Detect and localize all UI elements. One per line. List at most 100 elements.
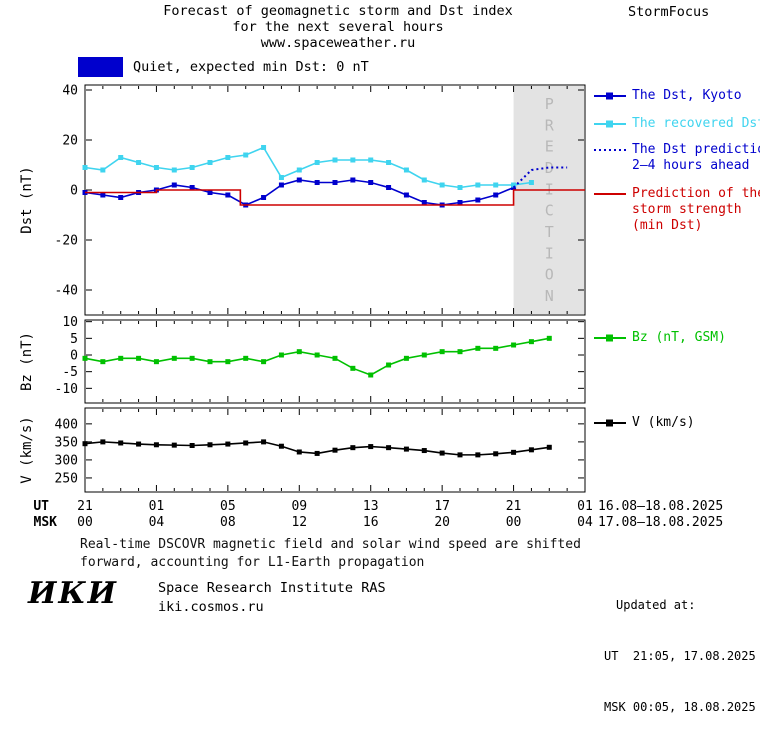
marker-dst-kyoto [332,180,338,185]
status-color-swatch [78,57,123,77]
ut-tick-label: 01 [149,499,165,514]
marker-recovered-dst [136,160,142,165]
prediction-region-label: I [545,244,554,262]
site-url: www.spaceweather.ru [260,35,416,51]
status-label: Quiet, expected min Dst: 0 nT [133,59,369,75]
marker-bz-gsm [243,355,249,361]
ut-tick-label: 21 [77,499,93,514]
legend-label: The recovered Dst [632,116,760,131]
marker-bz-gsm [403,355,409,361]
legend-marker-v-speed [594,419,626,427]
marker-recovered-dst [153,165,159,170]
marker-dst-kyoto [475,197,481,203]
marker-recovered-dst [350,157,356,163]
brand-stormfocus: StormFocus [628,4,710,20]
marker-v-speed [457,452,463,458]
title-line-1: Forecast of geomagnetic storm and Dst in… [163,3,513,19]
marker-v-speed [278,443,284,449]
marker-recovered-dst [403,167,409,173]
prediction-region-label: C [545,202,554,220]
marker-v-speed [386,445,392,451]
msk-tick-label: 12 [291,515,307,530]
prediction-region-label: T [545,223,554,241]
marker-bz-gsm [100,359,106,365]
marker-recovered-dst [82,165,88,170]
marker-dst-kyoto [350,177,356,183]
marker-bz-gsm [386,362,392,368]
marker-v-speed [332,447,338,453]
v-axis-title: V (km/s) [19,416,35,483]
marker-bz-gsm [261,359,267,365]
msk-tick-label: 00 [77,515,93,530]
marker-bz-gsm [475,345,481,351]
msk-tick-label: 04 [149,515,165,530]
msk-tick-label: 20 [434,515,450,530]
marker-dst-kyoto [368,180,374,185]
marker-bz-gsm [225,359,231,365]
legend-label: The Dst prediction [632,142,760,157]
v-ytick-label: 300 [55,453,78,468]
dst-ytick-label: -20 [55,234,78,249]
bz-ytick-label: -5 [62,365,78,380]
bz-ytick-label: -10 [55,382,78,397]
msk-row-label: MSK [34,515,58,530]
marker-v-speed [528,447,534,453]
marker-bz-gsm [207,359,213,365]
legend-item-v-speed: V (km/s) [593,415,695,431]
marker-bz-gsm [296,349,302,355]
ut-tick-label: 21 [506,499,522,514]
updated-msk: MSK 00:05, 18.08.2025 [604,700,756,714]
footer-note-line1: Real-time DSCOVR magnetic field and sola… [80,537,581,552]
prediction-region-label: R [545,116,555,134]
dst-ytick-label: 40 [62,84,78,99]
marker-v-speed [493,451,499,457]
marker-v-speed [243,440,249,446]
storm-status-legend: Quiet, expected min Dst: 0 nT [78,57,369,77]
marker-v-speed [189,442,195,448]
marker-v-speed [350,445,356,451]
marker-v-speed [439,450,445,456]
bz-ytick-label: 10 [62,315,78,330]
legend-label: Bz (nT, GSM) [632,330,726,345]
ut-tick-label: 09 [291,499,307,514]
marker-v-speed [314,450,320,456]
marker-recovered-dst [475,182,481,188]
marker-recovered-dst [171,167,177,173]
marker-recovered-dst [332,157,338,163]
marker-recovered-dst [261,145,267,150]
chart-legend: The Dst, Kyoto The recovered Dst The Dst p… [593,0,760,500]
marker-v-speed [136,441,142,447]
marker-recovered-dst [278,175,284,180]
marker-v-speed [421,448,427,454]
marker-v-speed [118,440,124,446]
marker-bz-gsm [171,355,177,361]
legend-marker-storm-strength [594,193,626,195]
legend-label: V (km/s) [632,415,695,430]
msk-tick-label: 00 [506,515,522,530]
legend-marker-dst-prediction [594,149,626,151]
msk-tick-label: 08 [220,515,236,530]
dst-ytick-label: 0 [70,184,78,199]
marker-v-speed [207,442,213,448]
legend-item-recovered-dst: The recovered Dst [593,116,760,132]
msk-date-range: 17.08–18.08.2025 [598,515,723,530]
marker-bz-gsm [457,349,463,355]
marker-bz-gsm [189,355,195,361]
v-ytick-label: 400 [55,417,78,432]
marker-dst-kyoto [100,192,106,198]
updated-heading: Updated at: [616,598,696,612]
dst-ytick-label: 20 [62,134,78,149]
marker-bz-gsm [82,355,88,361]
legend-label: storm strength [632,202,742,217]
page-title: Forecast of geomagnetic storm and Dst in… [0,3,676,51]
marker-recovered-dst [207,160,213,165]
marker-dst-kyoto [403,192,409,198]
marker-bz-gsm [439,349,445,355]
marker-bz-gsm [314,352,320,358]
iki-logo: ИКИ [28,576,118,611]
legend-label: Prediction of the [632,186,760,201]
marker-recovered-dst [528,180,534,185]
series-dst-prediction [512,166,568,189]
marker-dst-kyoto [118,195,124,200]
ut-tick-label: 05 [220,499,236,514]
